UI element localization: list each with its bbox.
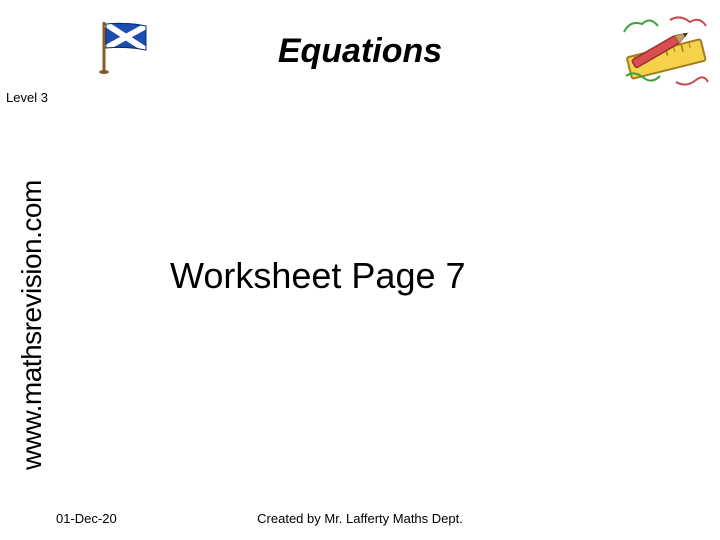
level-label: Level 3 [6,90,48,105]
page-title: Equations [0,32,720,71]
main-content-text: Worksheet Page 7 [170,255,690,297]
slide: Equations Level 3 www.mathsrevision.com … [0,0,720,540]
author-label: Created by Mr. Lafferty Maths Dept. [0,511,720,526]
website-label: www.mathsrevision.com [16,180,48,470]
